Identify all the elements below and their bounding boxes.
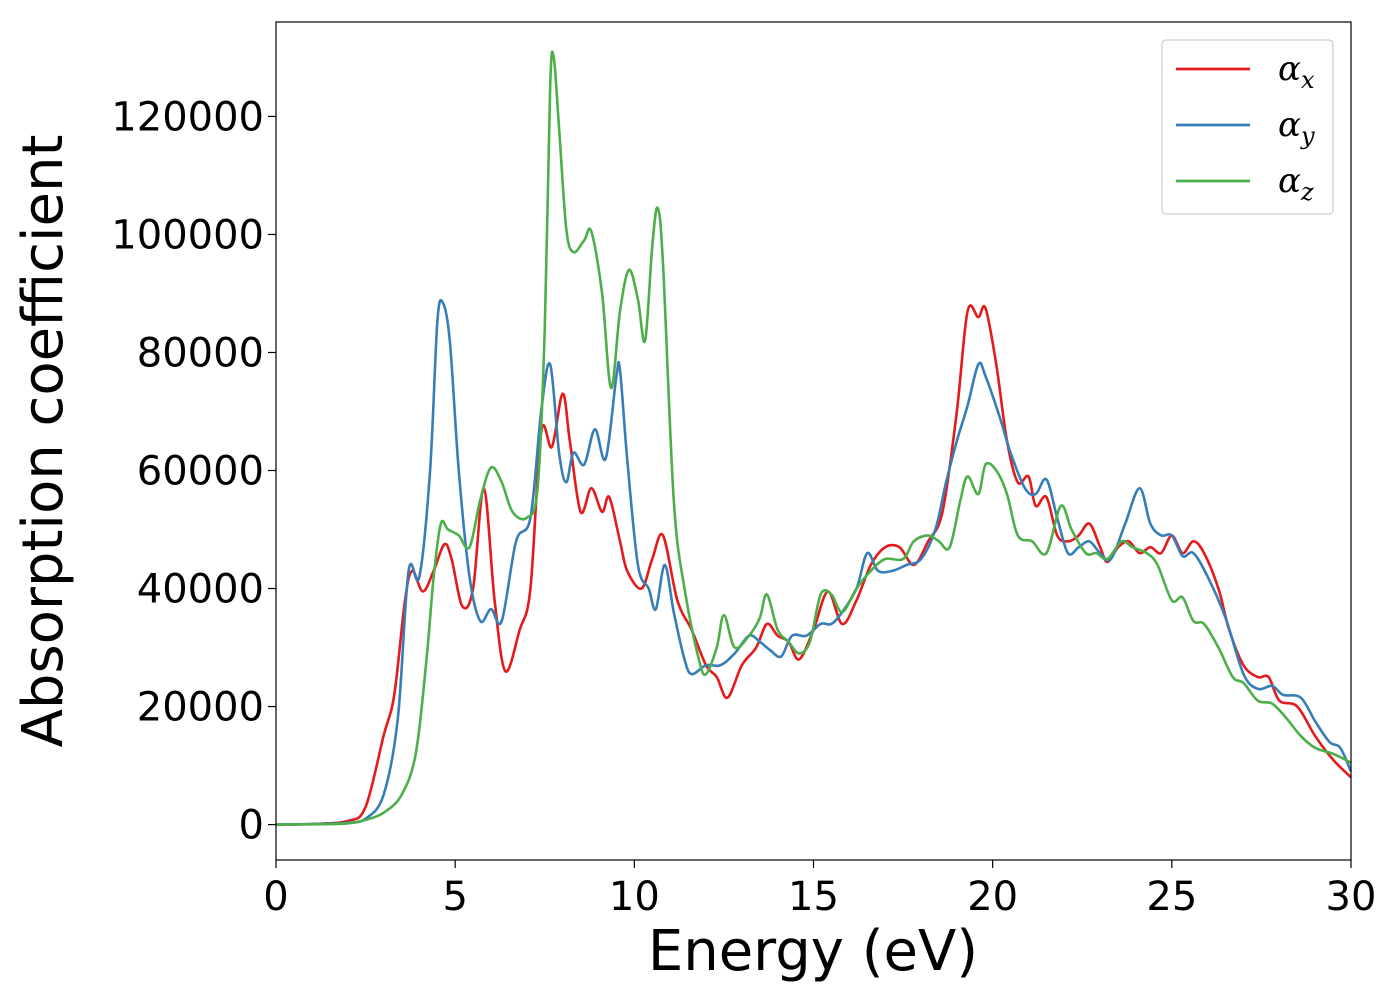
y-axis-title: Absorption coefficient — [11, 135, 76, 748]
legend-label-x: αx — [1278, 49, 1315, 94]
series-layer — [275, 50, 1353, 826]
x-tick-label: 30 — [1326, 874, 1377, 920]
legend-label-y: αy — [1278, 105, 1315, 150]
x-axis-ticks: 0 5 10 15 20 25 30 — [263, 860, 1376, 920]
y-tick-label: 100000 — [111, 212, 264, 258]
x-tick-label: 10 — [609, 874, 660, 920]
y-axis-ticks: 0 20000 40000 60000 80000 100000 120000 — [111, 94, 276, 849]
series-line-z — [275, 50, 1352, 826]
y-tick-label: 0 — [239, 803, 264, 849]
legend-label-subscript: x — [1301, 66, 1315, 94]
y-tick-label: 60000 — [137, 449, 264, 495]
series-line-y — [275, 298, 1353, 826]
x-tick-label: 0 — [263, 874, 288, 920]
y-tick-label: 20000 — [137, 685, 264, 731]
x-tick-label: 5 — [442, 874, 467, 920]
y-tick-label: 120000 — [111, 94, 264, 140]
legend-label-subscript: z — [1300, 178, 1314, 206]
legend-label-z: αz — [1278, 161, 1314, 206]
x-tick-label: 15 — [788, 874, 839, 920]
x-tick-label: 25 — [1146, 874, 1197, 920]
legend-label-base: α — [1278, 161, 1301, 201]
legend-box — [1161, 39, 1334, 215]
y-tick-label: 80000 — [137, 330, 264, 376]
y-tick-label: 40000 — [137, 567, 264, 613]
x-axis-title: Energy (eV) — [648, 919, 978, 984]
legend-label-base: α — [1278, 105, 1301, 145]
legend-label-subscript: y — [1300, 122, 1315, 150]
x-tick-label: 20 — [967, 874, 1018, 920]
legend-label-base: α — [1278, 49, 1301, 89]
